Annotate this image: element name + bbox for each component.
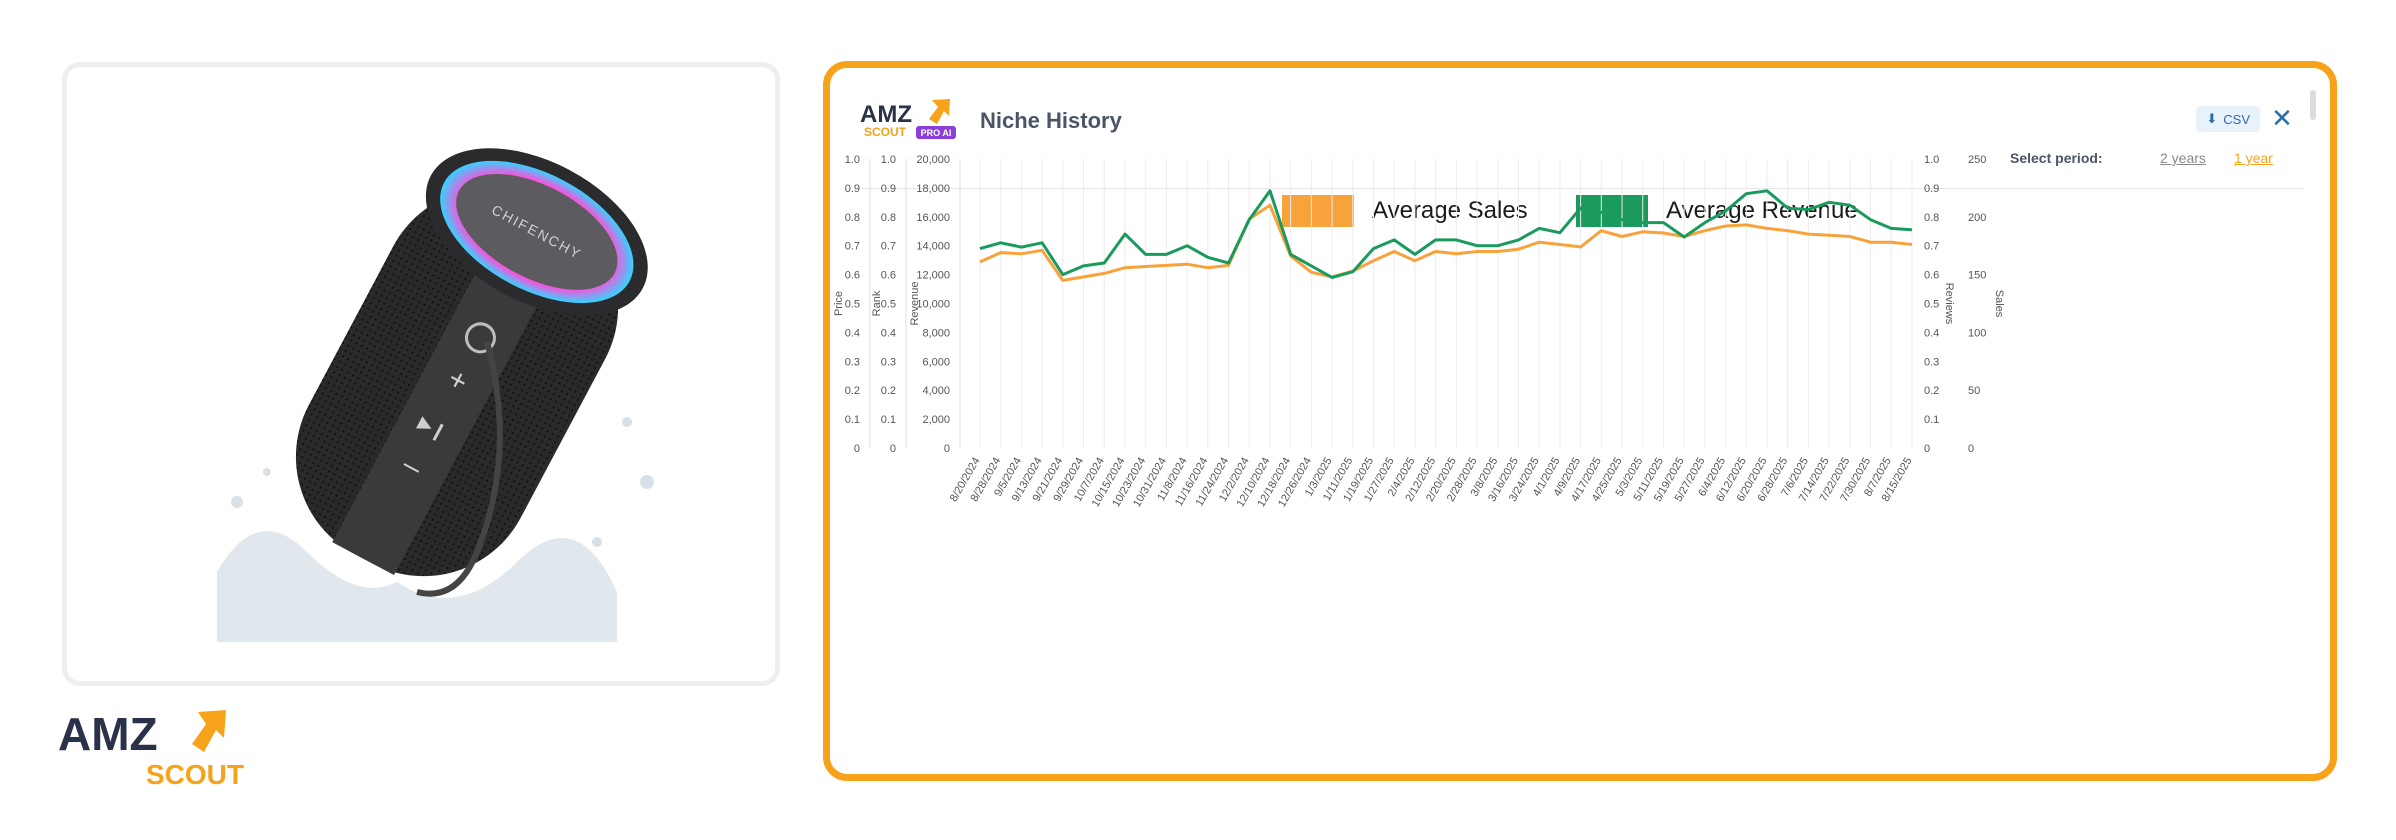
revenue-axis-label: Revenue <box>909 281 921 325</box>
chart-gridlines <box>979 159 1913 448</box>
price-axis-label: Price <box>833 291 845 316</box>
rank-tick-label: 0.1 <box>881 414 896 426</box>
reviews-tick-label: 0.3 <box>1924 356 1939 368</box>
panel-logo-arrow-icon <box>929 99 950 124</box>
download-icon: ⬇ <box>2206 111 2218 126</box>
rank-tick-label: 0.6 <box>881 270 896 282</box>
rank-tick-label: 0.7 <box>881 241 896 253</box>
legend-label-sales[interactable]: Average Sales <box>1372 197 1528 224</box>
power-icon <box>464 322 496 354</box>
sales-axis-label: Sales <box>1993 290 2005 318</box>
period-label: Select period: <box>2010 150 2103 166</box>
chart-axes: 0 0.1 0.2 0.3 0.4 0.5 0.6 0.7 0.8 0.9 1.0 Price 0 0.1… <box>833 154 2005 455</box>
price-tick-label: 0.9 <box>845 183 860 195</box>
sales-tick-label: 100 <box>1968 327 1986 339</box>
revenue-tick-label: 12,000 <box>916 270 950 282</box>
price-tick-label: 0.1 <box>845 414 860 426</box>
reviews-tick-label: 0.1 <box>1924 414 1939 426</box>
revenue-tick-label: 16,000 <box>916 212 950 224</box>
product-image: CHIFENCHY + ▶❙ – <box>217 148 654 642</box>
logo-arrow-icon <box>192 710 226 752</box>
legend-swatch-sales[interactable] <box>1282 195 1354 227</box>
revenue-tick-label: 10,000 <box>916 299 950 311</box>
rank-axis-label: Rank <box>871 290 883 316</box>
pro-ai-badge <box>916 126 956 139</box>
lanyard <box>416 341 503 597</box>
price-tick-label: 0.7 <box>845 241 860 253</box>
rank-tick-label: 0.4 <box>881 327 896 339</box>
price-tick-label: 0.2 <box>845 385 860 397</box>
revenue-tick-label: 0 <box>944 443 950 455</box>
price-tick-label: 0.6 <box>845 270 860 282</box>
niche-history-panel: AMZ SCOUT PRO AI Niche History ⬇ CSV ✕ S… <box>823 61 2337 781</box>
revenue-tick-label: 6,000 <box>922 356 950 368</box>
revenue-tick-label: 4,000 <box>922 385 950 397</box>
chart-series <box>979 189 1913 282</box>
sales-tick-label: 150 <box>1968 270 1986 282</box>
reviews-tick-label: 0.9 <box>1924 183 1939 195</box>
panel-title: Niche History <box>980 108 1122 133</box>
period-option-1-year[interactable]: 1 year <box>2234 150 2273 166</box>
csv-download-button[interactable]: ⬇ CSV <box>2196 106 2260 132</box>
logo-amz-text: AMZ <box>58 708 158 760</box>
reviews-tick-label: 0.2 <box>1924 385 1939 397</box>
water-splash <box>217 417 654 642</box>
header-divider <box>862 188 2304 189</box>
rank-tick-label: 0.3 <box>881 356 896 368</box>
reviews-tick-label: 0.6 <box>1924 270 1939 282</box>
rank-tick-label: 0 <box>890 443 896 455</box>
reviews-tick-label: 0.7 <box>1924 241 1939 253</box>
reviews-tick-label: 1.0 <box>1924 154 1939 166</box>
sales-tick-label: 200 <box>1968 212 1986 224</box>
sales-tick-label: 250 <box>1968 154 1986 166</box>
panel-amzscout-pro-logo: AMZ SCOUT PRO AI <box>860 99 956 139</box>
revenue-tick-label: 14,000 <box>916 241 950 253</box>
price-tick-label: 0 <box>854 443 860 455</box>
reviews-axis-label: Reviews <box>1943 283 1955 325</box>
close-button[interactable]: ✕ <box>2271 103 2293 133</box>
pro-ai-badge-text: PRO AI <box>921 128 952 138</box>
price-tick-label: 0.8 <box>845 212 860 224</box>
amzscout-logo: AMZ SCOUT <box>58 708 244 790</box>
price-tick-label: 1.0 <box>845 154 860 166</box>
scrollbar-thumb[interactable] <box>2310 90 2316 120</box>
logo-scout-text: SCOUT <box>146 759 244 790</box>
revenue-tick-label: 8,000 <box>922 327 950 339</box>
price-tick-label: 0.4 <box>845 327 860 339</box>
sales-tick-label: 0 <box>1968 443 1974 455</box>
legend-label-revenue[interactable]: Average Revenue <box>1666 197 1858 224</box>
revenue-tick-label: 18,000 <box>916 183 950 195</box>
chart-legend: Average Sales Average Revenue <box>1282 195 1858 227</box>
rank-tick-label: 0.8 <box>881 212 896 224</box>
price-tick-label: 0.3 <box>845 356 860 368</box>
reviews-tick-label: 0.5 <box>1924 299 1939 311</box>
niche-history-chart: Average Sales Average Revenue 0 0.1 0.2 0.3… <box>833 154 2005 509</box>
period-option-2-years[interactable]: 2 years <box>2160 150 2206 166</box>
reviews-tick-label: 0 <box>1924 443 1930 455</box>
series-line-average-sales[interactable] <box>979 203 1913 282</box>
price-tick-label: 0.5 <box>845 299 860 311</box>
series-line-average-revenue[interactable] <box>979 189 1913 279</box>
csv-label: CSV <box>2223 111 2250 127</box>
revenue-tick-label: 20,000 <box>916 154 950 166</box>
speaker-body: CHIFENCHY + ▶❙ – <box>295 148 648 577</box>
chart-x-tick-labels: 8/20/20248/28/20249/5/20249/13/20249/21/… <box>948 455 1915 509</box>
panel-header: AMZ SCOUT PRO AI Niche History ⬇ CSV ✕ S… <box>830 68 2330 189</box>
panel-logo-scout: SCOUT <box>864 125 907 139</box>
sales-tick-label: 50 <box>1968 385 1980 397</box>
rank-tick-label: 1.0 <box>881 154 896 166</box>
panel-logo-amz: AMZ <box>860 101 912 128</box>
rank-tick-label: 0.9 <box>881 183 896 195</box>
reviews-tick-label: 0.4 <box>1924 327 1939 339</box>
rank-tick-label: 0.5 <box>881 299 896 311</box>
reviews-tick-label: 0.8 <box>1924 212 1939 224</box>
rank-tick-label: 0.2 <box>881 385 896 397</box>
product-image-card[interactable]: CHIFENCHY + ▶❙ – <box>62 62 780 686</box>
revenue-tick-label: 2,000 <box>922 414 950 426</box>
